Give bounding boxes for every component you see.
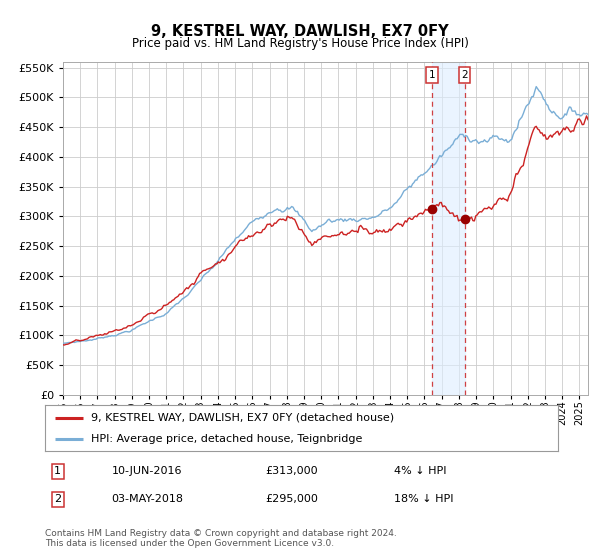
Text: 9, KESTREL WAY, DAWLISH, EX7 0FY (detached house): 9, KESTREL WAY, DAWLISH, EX7 0FY (detach… — [91, 413, 394, 423]
Text: HPI: Average price, detached house, Teignbridge: HPI: Average price, detached house, Teig… — [91, 435, 362, 444]
Text: £313,000: £313,000 — [266, 466, 318, 476]
Text: 9, KESTREL WAY, DAWLISH, EX7 0FY: 9, KESTREL WAY, DAWLISH, EX7 0FY — [151, 24, 449, 39]
Text: 18% ↓ HPI: 18% ↓ HPI — [394, 494, 454, 505]
Text: 10-JUN-2016: 10-JUN-2016 — [112, 466, 182, 476]
Text: 03-MAY-2018: 03-MAY-2018 — [112, 494, 184, 505]
Text: £295,000: £295,000 — [266, 494, 319, 505]
Bar — [432, 62, 464, 395]
Text: 2: 2 — [54, 494, 61, 505]
Text: 4% ↓ HPI: 4% ↓ HPI — [394, 466, 446, 476]
Text: 2: 2 — [461, 70, 468, 80]
Text: 1: 1 — [55, 466, 61, 476]
Text: 1: 1 — [429, 70, 436, 80]
Text: Price paid vs. HM Land Registry's House Price Index (HPI): Price paid vs. HM Land Registry's House … — [131, 37, 469, 50]
Text: Contains HM Land Registry data © Crown copyright and database right 2024.
This d: Contains HM Land Registry data © Crown c… — [45, 529, 397, 548]
